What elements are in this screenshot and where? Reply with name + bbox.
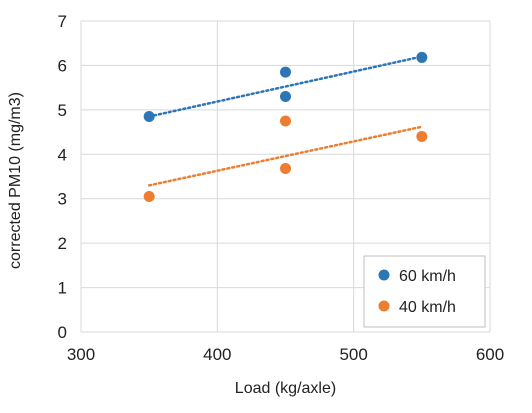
legend-box bbox=[363, 255, 486, 328]
data-point-series-1 bbox=[143, 111, 155, 123]
data-point-series-2 bbox=[280, 115, 291, 127]
legend-label: 40 km/h bbox=[399, 299, 456, 316]
legend-marker bbox=[378, 300, 390, 312]
legend: 60 km/h 40 km/h bbox=[363, 255, 486, 328]
x-tick-label: 300 bbox=[67, 345, 95, 364]
axes: 0 1 2 3 4 5 6 7 300 400 500 600 bbox=[58, 12, 505, 364]
x-tick-label: 400 bbox=[203, 345, 231, 364]
y-axis-title: corrected PM10 (mg/m3) bbox=[7, 92, 24, 269]
legend-label: 60 km/h bbox=[399, 268, 456, 285]
x-tick-label: 600 bbox=[476, 345, 504, 364]
x-axis-title: Load (kg/axle) bbox=[235, 380, 336, 397]
data-point-series-1 bbox=[280, 66, 291, 78]
data-point-series-2 bbox=[143, 190, 155, 202]
data-point-series-2 bbox=[280, 163, 291, 175]
data-points bbox=[143, 51, 428, 202]
data-point-series-1 bbox=[416, 51, 428, 63]
y-tick-label: 7 bbox=[58, 12, 67, 31]
trendline-series-1 bbox=[147, 55, 424, 118]
trendline-series-2 bbox=[147, 125, 424, 187]
grid-lines bbox=[80, 20, 491, 333]
y-tick-label: 2 bbox=[58, 234, 67, 253]
y-tick-label: 1 bbox=[58, 279, 67, 298]
y-tick-label: 0 bbox=[58, 323, 67, 342]
y-tick-label: 6 bbox=[58, 56, 67, 75]
trendlines bbox=[147, 55, 424, 187]
y-tick-label: 5 bbox=[58, 101, 67, 120]
x-tick-label: 500 bbox=[339, 345, 367, 364]
data-point-series-1 bbox=[280, 91, 291, 103]
data-point-series-2 bbox=[416, 131, 428, 143]
y-tick-label: 3 bbox=[58, 190, 67, 209]
y-tick-label: 4 bbox=[58, 145, 67, 164]
legend-marker bbox=[378, 269, 390, 281]
